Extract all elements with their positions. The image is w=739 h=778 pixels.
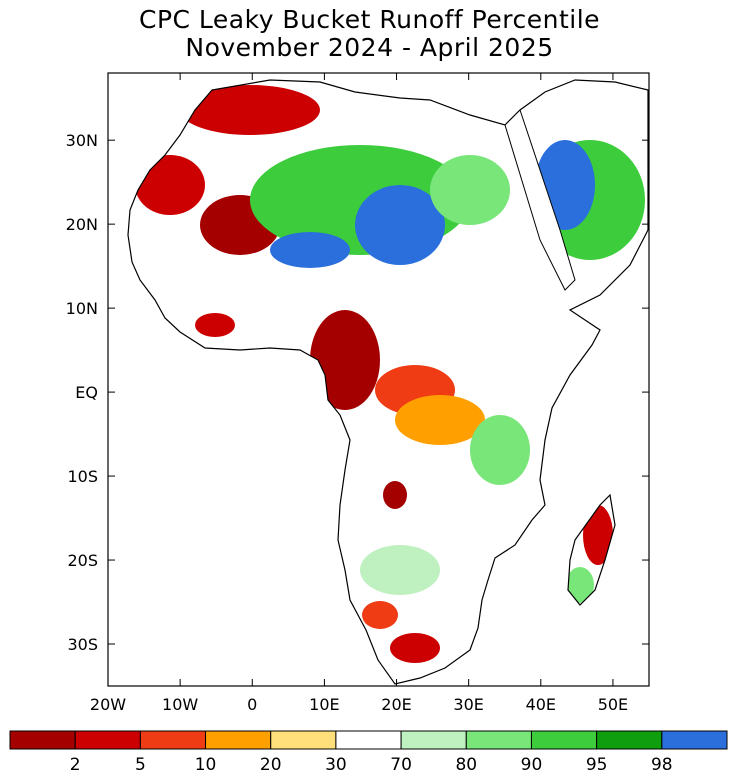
colorbar: 2 5 10 20 30 70 80 90 95 98 xyxy=(9,730,728,775)
colorbar-swatch xyxy=(9,730,76,750)
x-tick-label: 0 xyxy=(247,695,257,714)
colorbar-swatch xyxy=(596,730,663,750)
colorbar-label: 90 xyxy=(521,755,543,775)
y-tick-label: 20S xyxy=(67,551,98,570)
region-east-green xyxy=(470,415,530,485)
colorbar-label: 80 xyxy=(455,755,477,775)
region-madagascar-dry xyxy=(583,505,613,565)
colorbar-swatch xyxy=(400,730,467,750)
colorbar-label: 95 xyxy=(586,755,608,775)
colorbar-swatch xyxy=(205,730,272,750)
region-southern-green xyxy=(360,545,440,595)
y-tick-label: 10N xyxy=(66,299,98,318)
colorbar-swatch xyxy=(139,730,207,750)
region-morocco-dry xyxy=(135,155,205,215)
y-axis-ticks: 30N 20N 10N EQ 10S 20S 30S xyxy=(66,131,649,654)
y-tick-label: 10S xyxy=(67,467,98,486)
region-maghreb-dry xyxy=(180,85,320,135)
colorbar-label: 10 xyxy=(195,755,217,775)
x-tick-label: 20E xyxy=(381,695,411,714)
colorbar-label: 30 xyxy=(325,755,347,775)
region-madagascar-green xyxy=(566,567,594,603)
y-tick-label: 30N xyxy=(66,131,98,150)
colorbar-label: 20 xyxy=(260,755,282,775)
x-axis-ticks: 20W 10W 0 10E 20E 30E 40E 50E xyxy=(90,73,628,714)
colorbar-swatch xyxy=(270,730,337,750)
coastline xyxy=(127,79,649,685)
region-cape-dry xyxy=(390,633,440,663)
colorbar-label: 70 xyxy=(390,755,412,775)
region-southwest-dry xyxy=(362,601,398,629)
colorbar-label: 5 xyxy=(135,755,146,775)
x-tick-label: 30E xyxy=(453,695,483,714)
colorbar-label: 98 xyxy=(651,755,673,775)
region-cameroon-dry xyxy=(310,310,380,410)
x-tick-label: 50E xyxy=(598,695,628,714)
map-title: CPC Leaky Bucket Runoff Percentile Novem… xyxy=(0,6,739,62)
region-central-orange xyxy=(395,395,485,445)
region-niger-blue xyxy=(270,232,350,268)
red-sea xyxy=(504,109,576,291)
x-tick-label: 10E xyxy=(309,695,339,714)
y-tick-label: 30S xyxy=(67,635,98,654)
region-guinea-dry xyxy=(195,313,235,337)
colorbar-swatch xyxy=(465,730,532,750)
y-tick-label: EQ xyxy=(75,383,98,402)
x-tick-label: 40E xyxy=(526,695,556,714)
region-sahara-blue xyxy=(355,185,445,265)
title-line-2: November 2024 - April 2025 xyxy=(185,33,554,62)
y-tick-label: 20N xyxy=(66,215,98,234)
colorbar-swatch xyxy=(74,730,141,750)
x-tick-label: 20W xyxy=(90,695,126,714)
title-line-1: CPC Leaky Bucket Runoff Percentile xyxy=(138,5,601,34)
region-angola-dry xyxy=(383,481,407,509)
x-tick-label: 10W xyxy=(162,695,198,714)
colorbar-swatch xyxy=(661,730,728,750)
colorbar-label: 2 xyxy=(70,755,81,775)
region-egypt-green xyxy=(430,155,510,225)
colorbar-swatch xyxy=(335,730,402,750)
colorbar-swatch xyxy=(530,730,598,750)
